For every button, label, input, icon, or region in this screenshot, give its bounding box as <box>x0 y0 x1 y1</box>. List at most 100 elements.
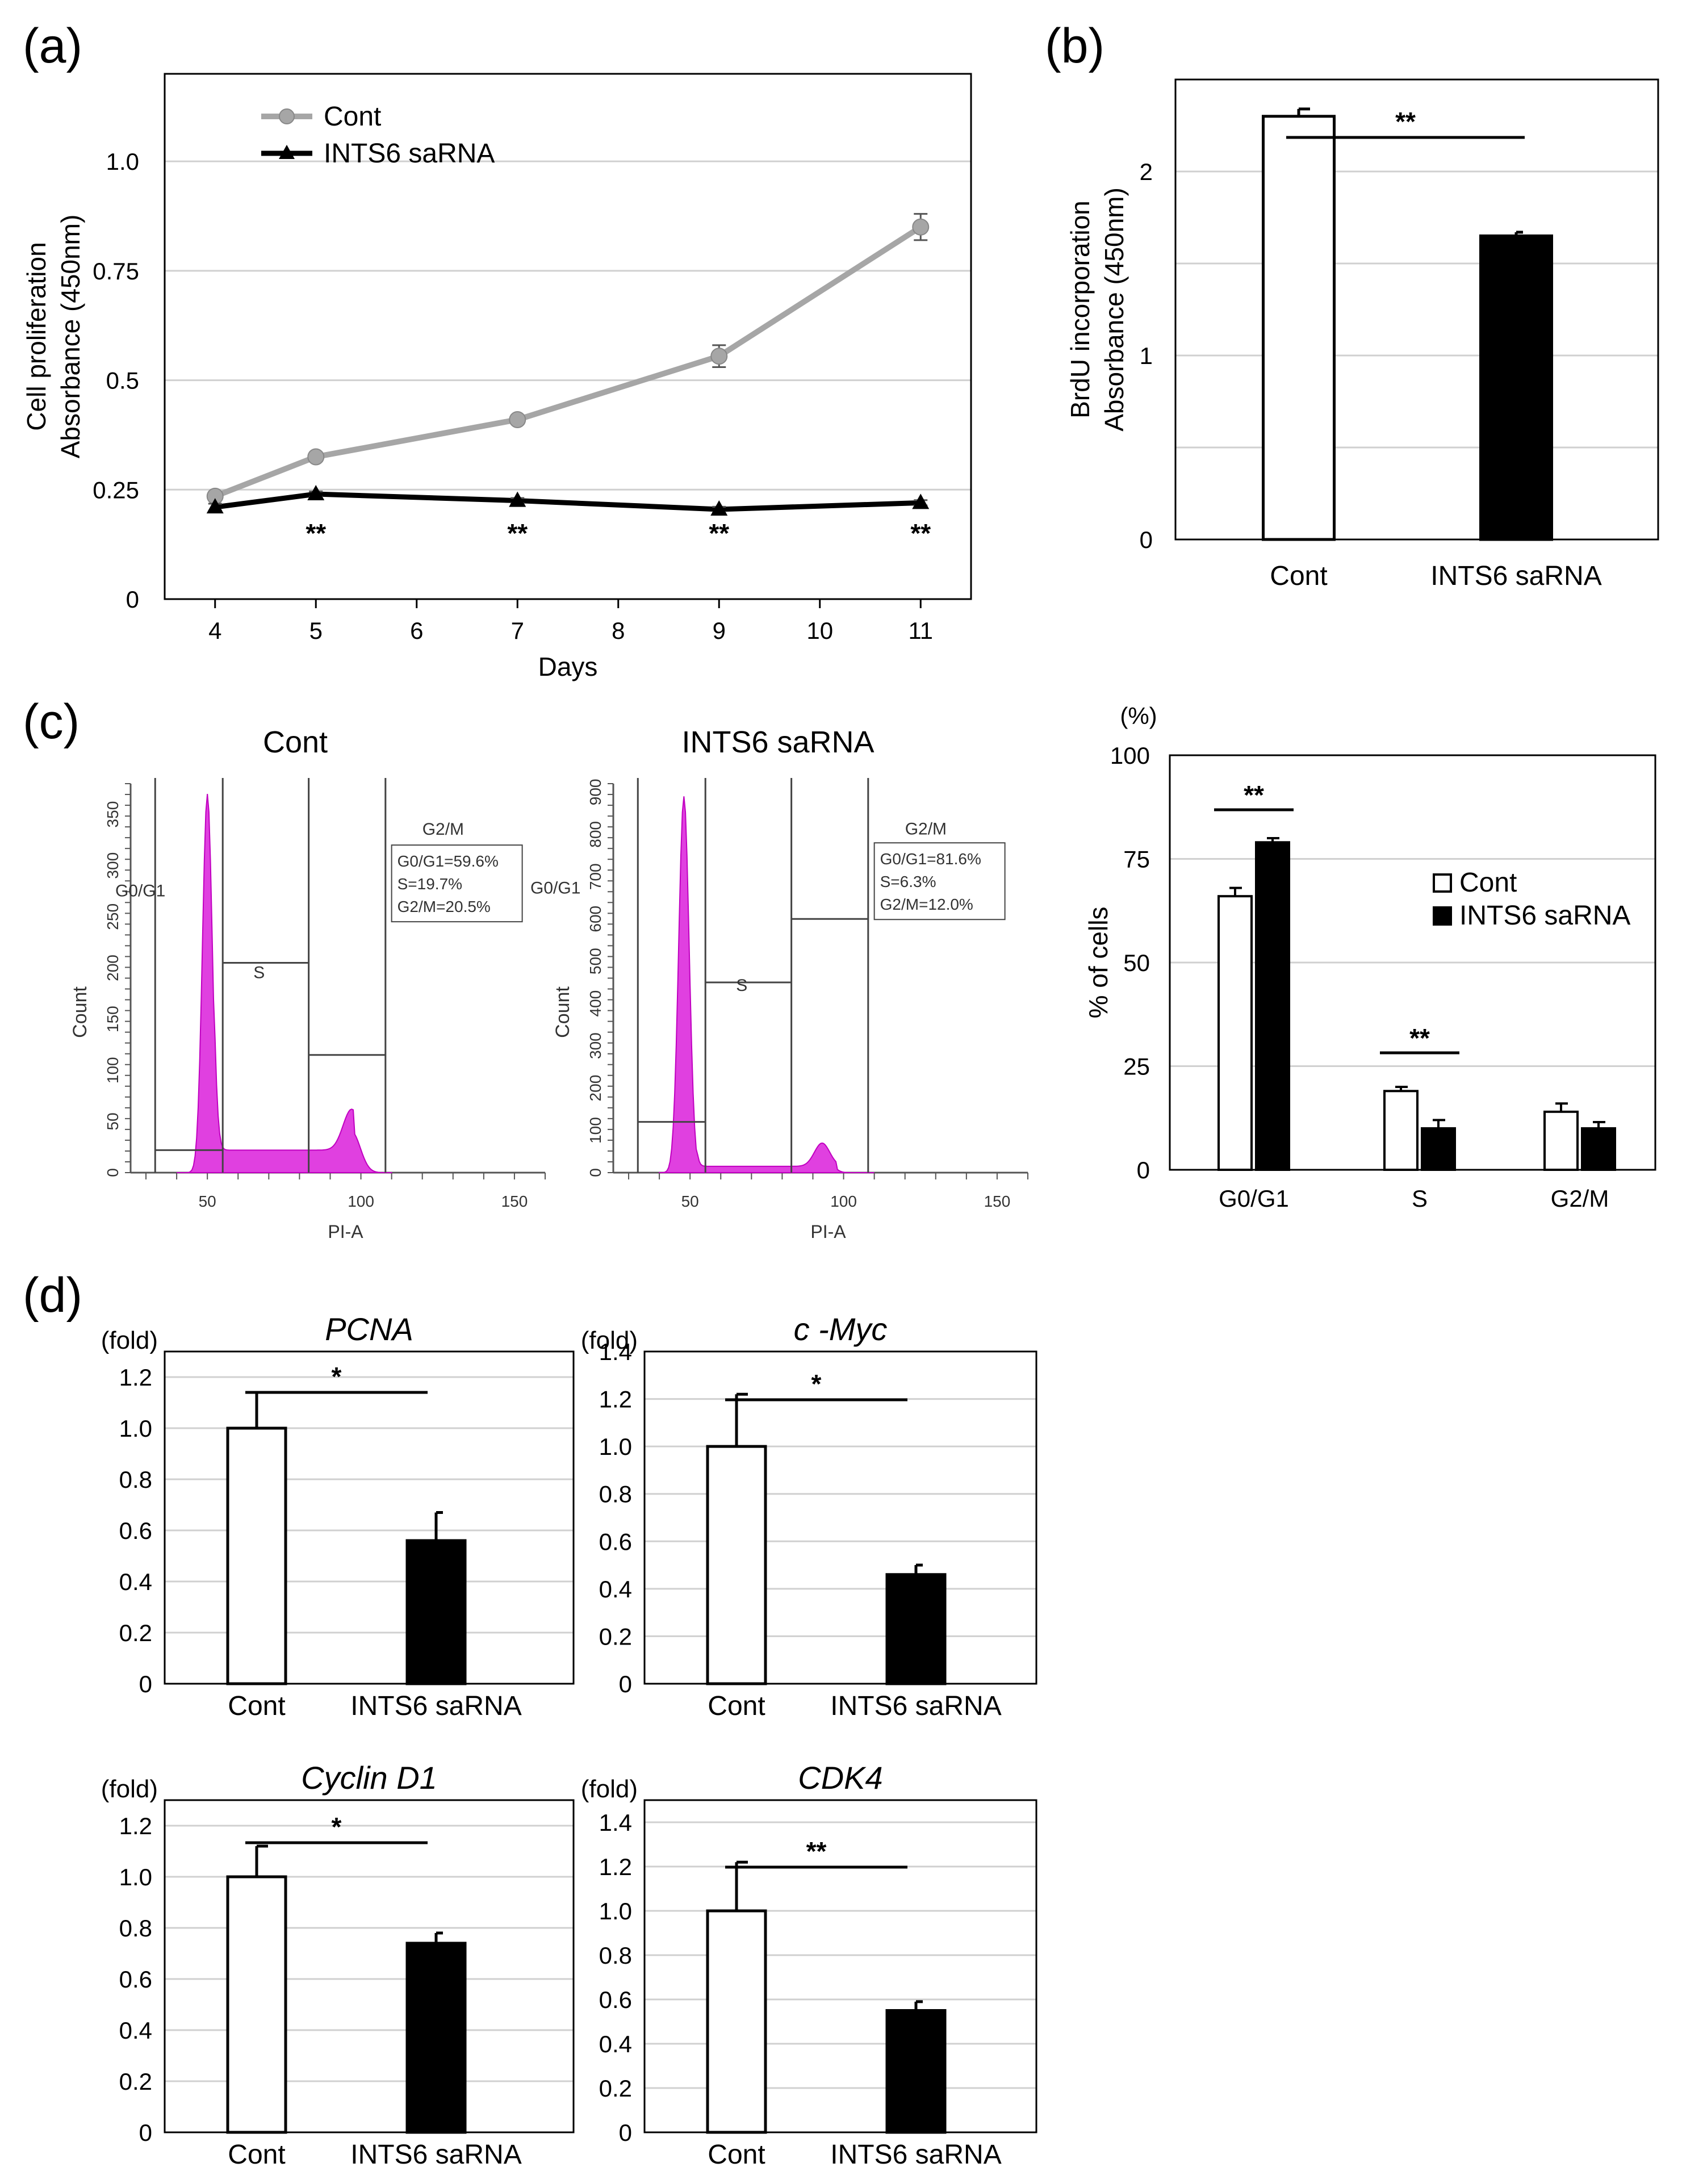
significance-mark: * <box>332 1362 342 1391</box>
y-axis-title-line1: Cell proliferation <box>22 242 51 430</box>
chart-b: 0 1 2 Cont INTS6 saRNA ** BrdU incorporation Ab… <box>1065 78 1659 591</box>
chart-cyclind1: 0 0.2 0.4 0.6 0.8 1.0 1.2 Cont INTS6 saRNA * Cycli… <box>101 1760 575 2170</box>
category-label: S <box>1412 1185 1428 1212</box>
x-tick-label: 50 <box>199 1193 216 1210</box>
y-tick-label: 1.0 <box>599 1433 632 1460</box>
plot-frame <box>643 1350 1037 1685</box>
y-tick-label: 1.0 <box>106 148 139 175</box>
bar-1 <box>885 1573 947 1685</box>
stats-line: S=6.3% <box>880 873 936 890</box>
y-tick-label: 0 <box>1140 526 1153 553</box>
y-tick-label: 100 <box>587 1117 604 1144</box>
stats-line: G2/M=12.0% <box>880 896 973 913</box>
chart-cdk4: 0 0.2 0.4 0.6 0.8 1.0 1.2 1.4 Cont INTS6 saRNA ** C… <box>581 1760 1037 2170</box>
y-tick-label: 1.2 <box>599 1854 632 1880</box>
x-tick-label: 6 <box>410 617 423 644</box>
x-tick-label: 50 <box>681 1193 699 1210</box>
x-tick-label: 150 <box>984 1193 1011 1210</box>
chart-cmyc: 0 0.2 0.4 0.6 0.8 1.0 1.2 1.4 Cont INTS6 saRNA * c … <box>581 1311 1037 1721</box>
y-tick-label: 700 <box>587 863 604 890</box>
gate-label-g2m: G2/M <box>905 819 947 838</box>
significance-mark: ** <box>1244 780 1264 810</box>
y-tick-label: 1.2 <box>119 1364 152 1391</box>
legend-label-cont: Cont <box>324 102 381 132</box>
significance-mark: ** <box>910 518 931 548</box>
y-axis-title: Count <box>69 986 91 1038</box>
y-tick-label: 25 <box>1123 1053 1150 1080</box>
y-tick-label: 50 <box>1123 949 1150 976</box>
legend-marker-cont <box>279 108 295 124</box>
y-tick-label: 0 <box>587 1168 604 1177</box>
flow-title: Cont <box>263 725 328 759</box>
category-label: G2/M <box>1551 1185 1609 1212</box>
significance-mark: ** <box>709 518 729 548</box>
y-tick-label: 0 <box>104 1168 122 1177</box>
flow-histogram-cont: Cont 0 50 100 150 200 250 300 350 50 100 150 PI-A Cou… <box>69 725 546 1242</box>
y-axis-title-line2: Absorbance (450nm) <box>1099 187 1129 432</box>
y-tick-label: 1.0 <box>119 1864 152 1890</box>
category-label: Cont <box>708 1691 765 1721</box>
panel-label-c: (c) <box>23 694 80 749</box>
significance-mark: ** <box>1409 1023 1430 1053</box>
chart-title: Cyclin D1 <box>301 1760 437 1796</box>
category-label: INTS6 saRNA <box>1430 561 1601 591</box>
x-tick-label: 4 <box>208 617 221 644</box>
x-tick-label: 150 <box>501 1193 528 1210</box>
plot-frame <box>164 73 972 600</box>
significance-mark: * <box>332 1812 342 1842</box>
data-point <box>509 411 526 428</box>
y-tick-label: 500 <box>587 948 604 974</box>
y-tick-label: 100 <box>104 1057 122 1083</box>
y-tick-label: 0.6 <box>599 1986 632 2013</box>
panel-label-a: (a) <box>23 19 82 73</box>
chart-title: c -Myc <box>794 1311 888 1347</box>
plot-frame <box>643 1799 1037 2133</box>
y-tick-label: 0.2 <box>119 1620 152 1646</box>
stats-line: G0/G1=81.6% <box>880 850 981 868</box>
legend-label: Cont <box>1459 868 1517 898</box>
x-tick-label: 10 <box>806 617 833 644</box>
bar-Cont <box>1217 895 1253 1171</box>
x-axis-title: Days <box>538 652 598 681</box>
bar-0 <box>706 1909 767 2134</box>
y-axis-title: % of cells <box>1083 907 1113 1019</box>
y-axis-title: Count <box>552 986 574 1038</box>
unit-label: (fold) <box>581 1775 638 1803</box>
y-tick-label: 0 <box>1137 1157 1150 1183</box>
bar-0 <box>1262 115 1336 541</box>
bar-INTS6 saRNA <box>1255 841 1290 1172</box>
y-tick-label: 0.2 <box>599 1623 632 1650</box>
stats-box <box>391 844 523 923</box>
chart-title: PCNA <box>325 1311 413 1347</box>
y-tick-label: 600 <box>587 906 604 932</box>
bar-0 <box>706 1445 767 1685</box>
y-tick-label: 0.25 <box>93 476 139 503</box>
x-tick-label: 11 <box>908 617 933 644</box>
y-tick-label: 0.75 <box>93 258 139 284</box>
y-tick-label: 1 <box>1140 342 1153 369</box>
y-tick-label: 1.2 <box>119 1813 152 1839</box>
bar-1 <box>405 1539 467 1685</box>
chart-pcna: 0 0.2 0.4 0.6 0.8 1.0 1.2 Cont INTS6 saRNA * PCNA (… <box>101 1311 575 1721</box>
y-tick-label: 0 <box>619 1671 632 1697</box>
y-tick-label: 0.6 <box>119 1517 152 1544</box>
y-tick-label: 0.8 <box>119 1915 152 1942</box>
y-tick-label: 1.4 <box>599 1809 632 1836</box>
significance-mark: * <box>811 1369 822 1399</box>
data-point <box>710 500 728 516</box>
x-axis-title: PI-A <box>810 1221 846 1242</box>
x-tick-label: 100 <box>830 1193 857 1210</box>
gate-label-g0g1: G0/G1 <box>530 879 580 898</box>
y-tick-label: 0.4 <box>599 1576 632 1603</box>
plot-frame <box>1174 78 1659 541</box>
x-axis-title: PI-A <box>328 1221 363 1242</box>
y-axis-title-line2: Absorbance (450nm) <box>56 215 85 459</box>
category-label: INTS6 saRNA <box>350 2140 521 2170</box>
gate-label-s: S <box>736 976 747 995</box>
stats-line: G0/G1=59.6% <box>398 852 499 870</box>
legend-label-saRNA: INTS6 saRNA <box>324 139 495 169</box>
data-point <box>912 493 930 509</box>
y-tick-label: 0.8 <box>119 1466 152 1493</box>
legend-marker-saRNA <box>279 145 295 159</box>
